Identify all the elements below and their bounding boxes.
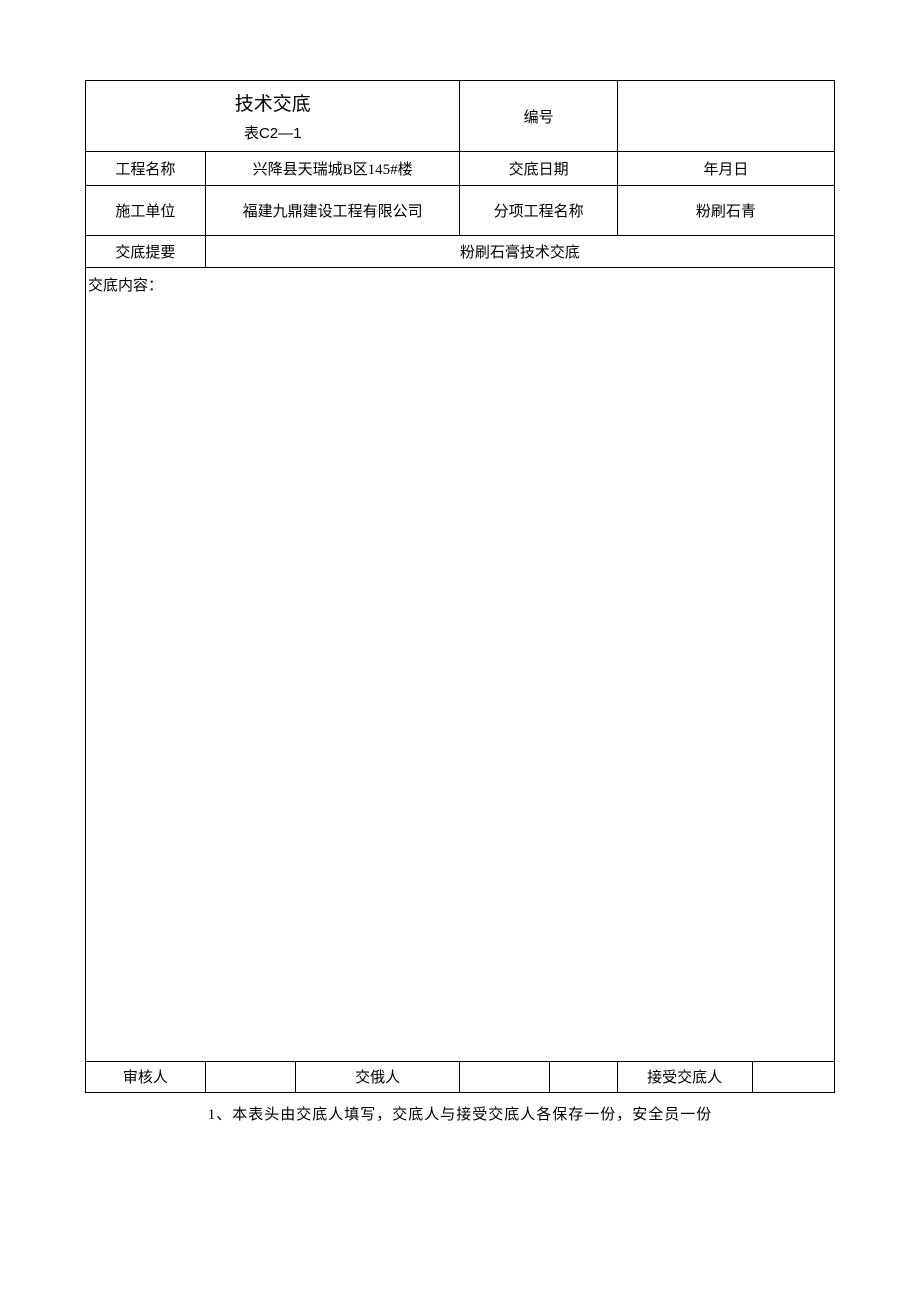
receiver-value [752,1062,834,1092]
unit-row: 施工单位 福建九鼎建设工程有限公司 分项工程名称 粉刷石青 [86,186,835,236]
receiver-label: 接受交底人 [617,1062,752,1092]
subitem-label: 分项工程名称 [460,186,617,236]
footer-note: 1、本表头由交底人填写，交底人与接受交底人各保存一份，安全员一份 [85,1093,835,1124]
deliverer-value [460,1062,550,1092]
summary-value: 粉刷石膏技术交底 [205,236,834,268]
unit-label: 施工单位 [86,186,206,236]
form-header-table: 技术交底 表C2—1 编号 工程名称 兴降县天瑞城B区145#楼 交底日期 年月… [85,80,835,268]
deliverer-label: 交俄人 [295,1062,460,1092]
date-value: 年月日 [617,152,834,186]
title-cell: 技术交底 表C2—1 [86,81,460,152]
signature-row: 审核人 交俄人 接受交底人 [86,1062,835,1092]
unit-value: 福建九鼎建设工程有限公司 [205,186,460,236]
reviewer-value [205,1062,295,1092]
project-name-value: 兴降县天瑞城B区145#楼 [205,152,460,186]
document-page: 技术交底 表C2—1 编号 工程名称 兴降县天瑞城B区145#楼 交底日期 年月… [0,0,920,1124]
number-label-cell: 编号 [460,81,617,152]
title-row: 技术交底 表C2—1 编号 [86,81,835,152]
signature-spacer [550,1062,617,1092]
subitem-value: 粉刷石青 [617,186,834,236]
date-label: 交底日期 [460,152,617,186]
content-label: 交底内容： [85,268,835,292]
content-area [85,292,835,1062]
project-row: 工程名称 兴降县天瑞城B区145#楼 交底日期 年月日 [86,152,835,186]
reviewer-label: 审核人 [86,1062,206,1092]
project-name-label: 工程名称 [86,152,206,186]
number-value-cell [617,81,834,152]
title-sub: 表C2—1 [86,122,459,143]
summary-row: 交底提要 粉刷石膏技术交底 [86,236,835,268]
signature-table: 审核人 交俄人 接受交底人 [85,1062,835,1093]
title-main: 技术交底 [86,89,459,116]
summary-label: 交底提要 [86,236,206,268]
